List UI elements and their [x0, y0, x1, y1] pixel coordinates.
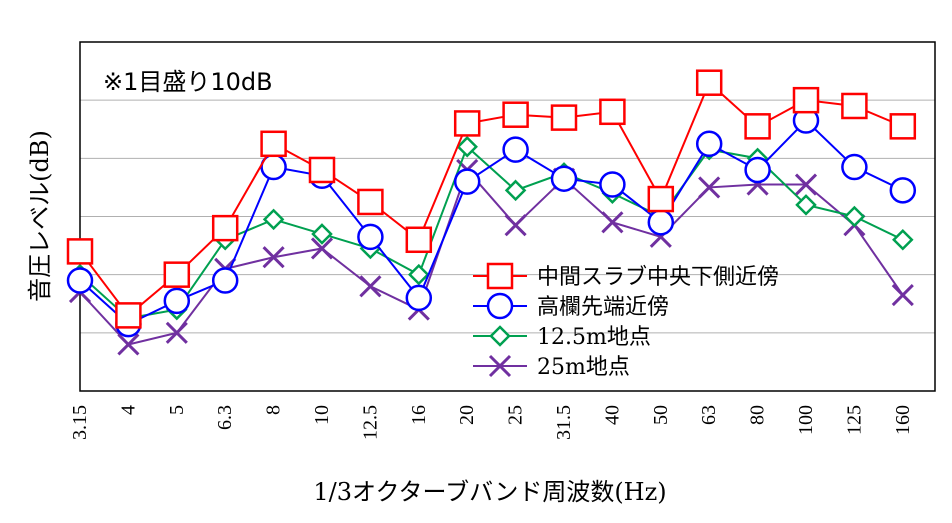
data-point-square — [211, 214, 239, 242]
data-point-x — [794, 173, 818, 196]
series-layer — [66, 69, 917, 356]
data-point-diamond — [892, 228, 914, 251]
legend-marker-diamond — [489, 325, 511, 347]
x-tick-label: 63 — [698, 405, 720, 425]
data-point-circle — [502, 136, 529, 163]
data-point-square — [357, 188, 384, 216]
data-point-square — [260, 130, 287, 158]
data-point-diamond — [843, 205, 866, 228]
x-tick-label: 125 — [843, 405, 865, 435]
series-square — [66, 69, 917, 329]
data-point-square — [889, 113, 917, 140]
data-point-diamond — [311, 223, 333, 245]
x-tick-label: 80 — [747, 405, 769, 425]
data-point-x — [262, 246, 285, 269]
data-point-x — [359, 275, 382, 298]
data-point-circle — [453, 168, 481, 195]
series-circle — [66, 107, 917, 338]
data-point-circle — [66, 267, 94, 294]
data-point-square — [792, 86, 820, 114]
x-tick-label: 6.3 — [214, 405, 236, 430]
scale-annotation: ※1目盛り10dB — [103, 68, 273, 96]
x-tick-label: 160 — [892, 405, 914, 435]
data-point-circle — [599, 171, 626, 198]
data-point-circle — [695, 130, 723, 158]
data-point-square — [405, 226, 433, 254]
x-axis-title: 1/3オクターブバンド周波数(Hz) — [313, 478, 666, 506]
data-point-x — [601, 211, 624, 234]
data-point-square — [647, 185, 675, 213]
y-axis-title: 音圧レベル(dB) — [26, 130, 54, 302]
legend-entry-x: 25m地点 — [473, 354, 630, 380]
data-point-diamond — [408, 263, 430, 286]
x-tick-label: 20 — [456, 405, 478, 425]
data-point-square — [66, 238, 94, 265]
x-tick-label: 10 — [311, 405, 333, 425]
data-point-square — [453, 110, 481, 137]
data-point-circle — [405, 284, 433, 312]
data-point-circle — [163, 287, 191, 315]
legend-label: 25m地点 — [537, 355, 630, 380]
data-point-circle — [889, 177, 917, 204]
data-point-x — [504, 214, 527, 237]
x-tick-label: 25 — [505, 405, 527, 425]
x-tick-label: 5 — [166, 405, 188, 415]
legend-entry-diamond: 12.5m地点 — [473, 325, 651, 350]
data-point-x — [698, 176, 721, 199]
legend-entry-circle: 高欄先端近傍 — [473, 292, 669, 320]
legend-marker-x — [488, 354, 512, 378]
x-tick-label: 3.15 — [69, 405, 91, 440]
legend-entry-square: 中間スラブ中央下側近傍 — [473, 262, 779, 290]
data-point-circle — [744, 156, 771, 184]
legend-label: 中間スラブ中央下側近傍 — [537, 265, 779, 290]
x-tick-label: 12.5 — [359, 405, 381, 440]
data-point-square — [163, 261, 191, 288]
x-tick-label: 8 — [263, 405, 285, 415]
data-point-diamond — [262, 208, 285, 231]
data-point-circle — [357, 223, 384, 251]
x-tick-labels: 3.15 4 5 6.3 8 10 12.5 16 20 25 31.5 40 50 63 80 100 125… — [69, 405, 914, 440]
x-tick-label: 31.5 — [553, 405, 575, 440]
data-point-diamond — [504, 179, 527, 202]
data-point-circle — [211, 267, 239, 294]
data-point-square — [695, 69, 723, 96]
data-point-square — [115, 302, 142, 329]
data-point-circle — [647, 209, 675, 236]
x-tick-label: 50 — [650, 405, 672, 425]
x-tick-label: 16 — [408, 405, 430, 425]
legend-marker-circle — [486, 292, 514, 320]
data-point-circle — [841, 153, 868, 181]
data-point-square — [744, 113, 771, 140]
data-point-square — [841, 92, 868, 120]
data-point-diamond — [456, 135, 478, 158]
data-point-x — [310, 237, 334, 260]
x-tick-label: 100 — [795, 405, 817, 435]
data-point-diamond — [795, 194, 817, 216]
x-tick-label: 4 — [117, 405, 139, 415]
legend-label: 12.5m地点 — [537, 325, 651, 350]
data-point-square — [550, 104, 578, 131]
x-tick-label: 40 — [601, 405, 623, 425]
data-point-circle — [550, 165, 578, 192]
data-point-x — [117, 333, 140, 356]
legend-label: 高欄先端近傍 — [537, 295, 669, 320]
data-point-x — [891, 283, 914, 307]
data-point-square — [599, 98, 626, 126]
data-point-square — [502, 101, 529, 128]
data-point-x — [165, 321, 188, 344]
plot-area-frame — [79, 41, 936, 392]
legend-marker-square — [486, 262, 514, 290]
data-point-square — [308, 156, 336, 184]
